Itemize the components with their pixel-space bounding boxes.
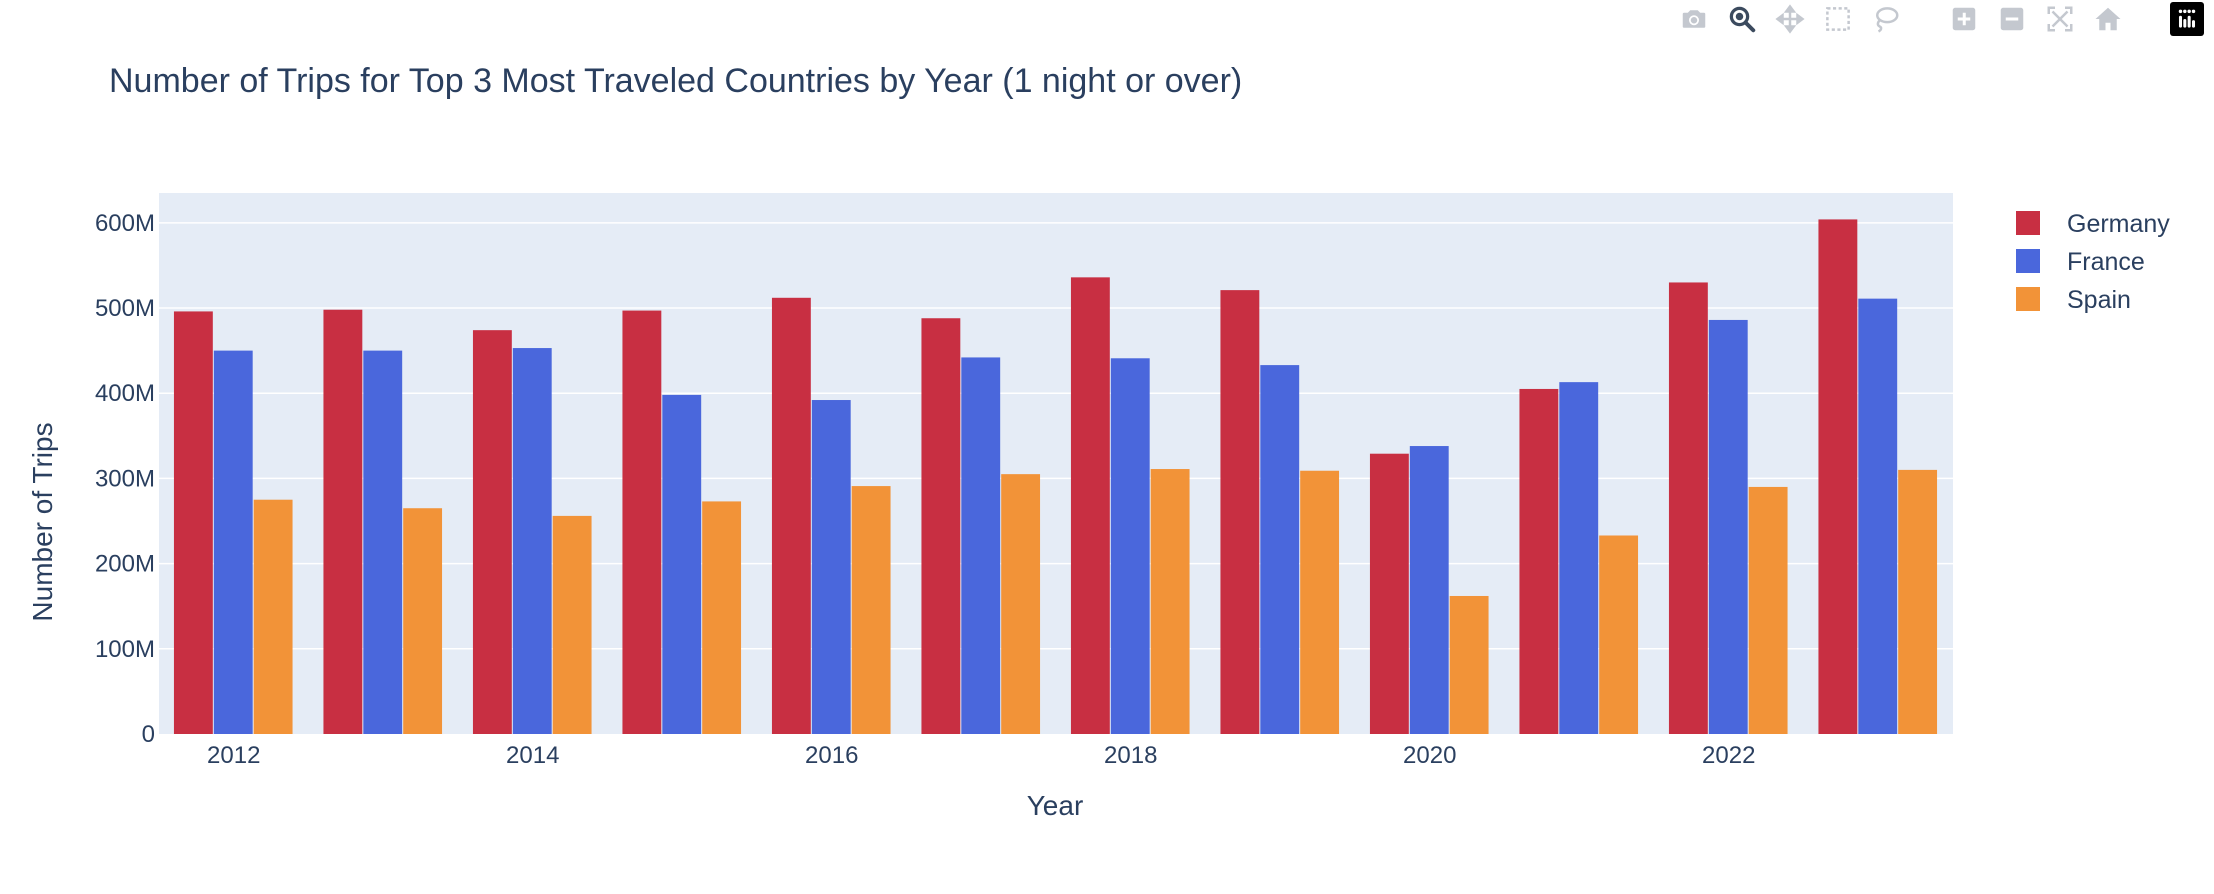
bar-france-2015[interactable] bbox=[662, 394, 702, 734]
legend-item-germany[interactable]: Germany bbox=[2016, 210, 2170, 238]
y-tick-label: 100M bbox=[95, 636, 155, 663]
y-axis-title: Number of Trips bbox=[27, 422, 58, 621]
plus-icon bbox=[1952, 7, 1976, 31]
bar-france-2013[interactable] bbox=[363, 350, 403, 734]
y-tick-label: 400M bbox=[95, 380, 155, 407]
bar-germany-2012[interactable] bbox=[173, 311, 213, 734]
bar-germany-2021[interactable] bbox=[1519, 388, 1559, 734]
x-tick-label: 2014 bbox=[506, 742, 559, 769]
download-plot-button[interactable] bbox=[1678, 4, 1710, 34]
zoom-out-button[interactable] bbox=[1996, 4, 2028, 34]
legend: Germany France Spain bbox=[2016, 210, 2170, 314]
pan-button[interactable] bbox=[1774, 4, 1806, 34]
minus-icon bbox=[2000, 7, 2024, 31]
y-tick-label: 0 bbox=[142, 721, 155, 748]
bar-germany-2013[interactable] bbox=[323, 309, 363, 734]
plotly-logo-icon bbox=[2178, 9, 2196, 28]
bar-france-2023[interactable] bbox=[1858, 298, 1898, 734]
lasso-select-button[interactable] bbox=[1870, 4, 1902, 34]
bar-spain-2021[interactable] bbox=[1599, 535, 1639, 734]
bar-spain-2020[interactable] bbox=[1449, 595, 1489, 734]
legend-label: France bbox=[2067, 248, 2145, 276]
bar-spain-2022[interactable] bbox=[1748, 486, 1788, 734]
bar-france-2022[interactable] bbox=[1708, 319, 1748, 734]
box-select-icon bbox=[1826, 7, 1850, 31]
x-axis-title: Year bbox=[1027, 790, 1084, 821]
legend-item-spain[interactable]: Spain bbox=[2016, 286, 2131, 314]
bar-france-2012[interactable] bbox=[213, 350, 253, 734]
y-tick-label: 500M bbox=[95, 295, 155, 322]
x-tick-label: 2018 bbox=[1104, 742, 1157, 769]
legend-swatch bbox=[2016, 211, 2040, 235]
gridlines bbox=[159, 222, 1953, 650]
modebar bbox=[1678, 2, 2204, 36]
zoom-button[interactable] bbox=[1726, 4, 1758, 34]
bar-spain-2015[interactable] bbox=[702, 501, 742, 734]
bar-spain-2016[interactable] bbox=[851, 486, 891, 734]
bar-france-2014[interactable] bbox=[512, 348, 552, 734]
pan-icon bbox=[1775, 4, 1805, 34]
box-select-button[interactable] bbox=[1822, 4, 1854, 34]
autoscale-button[interactable] bbox=[2044, 4, 2076, 34]
y-tick-label: 300M bbox=[95, 465, 155, 492]
plot-area[interactable] bbox=[159, 193, 1953, 734]
y-tick-label: 200M bbox=[95, 551, 155, 578]
bar-germany-2019[interactable] bbox=[1220, 290, 1260, 734]
bar-germany-2022[interactable] bbox=[1668, 282, 1708, 734]
chart-title: Number of Trips for Top 3 Most Traveled … bbox=[109, 62, 1242, 100]
zoom-icon bbox=[1729, 6, 1756, 33]
bar-spain-2019[interactable] bbox=[1300, 470, 1340, 734]
reset-axes-button[interactable] bbox=[2092, 4, 2124, 34]
zoom-in-button[interactable] bbox=[1948, 4, 1980, 34]
bar-france-2018[interactable] bbox=[1110, 358, 1150, 734]
bar-france-2020[interactable] bbox=[1409, 446, 1449, 734]
x-tick-label: 2020 bbox=[1403, 742, 1456, 769]
bar-spain-2017[interactable] bbox=[1001, 474, 1041, 734]
legend-swatch bbox=[2016, 249, 2040, 273]
bar-france-2019[interactable] bbox=[1260, 365, 1300, 734]
autoscale-icon bbox=[2047, 6, 2073, 32]
legend-swatch bbox=[2016, 287, 2040, 311]
x-tick-label: 2016 bbox=[805, 742, 858, 769]
bar-germany-2014[interactable] bbox=[472, 330, 512, 734]
bar-spain-2023[interactable] bbox=[1898, 469, 1938, 734]
bar-spain-2014[interactable] bbox=[552, 515, 592, 734]
x-axis-ticks: 2012 2014 2016 2018 2020 2022 bbox=[207, 742, 1755, 769]
camera-icon bbox=[1682, 10, 1706, 28]
bar-spain-2012[interactable] bbox=[253, 499, 293, 734]
bar-germany-2018[interactable] bbox=[1070, 277, 1110, 734]
lasso-icon bbox=[1876, 7, 1899, 33]
x-tick-label: 2022 bbox=[1702, 742, 1755, 769]
bar-france-2016[interactable] bbox=[811, 400, 851, 734]
bar-germany-2017[interactable] bbox=[921, 318, 961, 734]
home-icon bbox=[2095, 7, 2121, 31]
bar-germany-2016[interactable] bbox=[771, 297, 811, 734]
bars bbox=[173, 219, 1938, 735]
x-tick-label: 2012 bbox=[207, 742, 260, 769]
bar-germany-2015[interactable] bbox=[622, 310, 662, 734]
bar-spain-2013[interactable] bbox=[403, 508, 443, 734]
bar-spain-2018[interactable] bbox=[1150, 469, 1190, 734]
bar-germany-2020[interactable] bbox=[1369, 453, 1409, 734]
bar-germany-2023[interactable] bbox=[1818, 219, 1858, 735]
legend-label: Spain bbox=[2067, 286, 2131, 314]
legend-item-france[interactable]: France bbox=[2016, 248, 2145, 276]
bar-france-2017[interactable] bbox=[961, 357, 1001, 734]
y-axis-ticks: 0 100M 200M 300M 400M 500M 600M bbox=[95, 210, 155, 748]
legend-label: Germany bbox=[2067, 210, 2170, 238]
bar-france-2021[interactable] bbox=[1559, 382, 1599, 734]
plotly-logo[interactable] bbox=[2170, 2, 2204, 36]
y-tick-label: 600M bbox=[95, 210, 155, 237]
